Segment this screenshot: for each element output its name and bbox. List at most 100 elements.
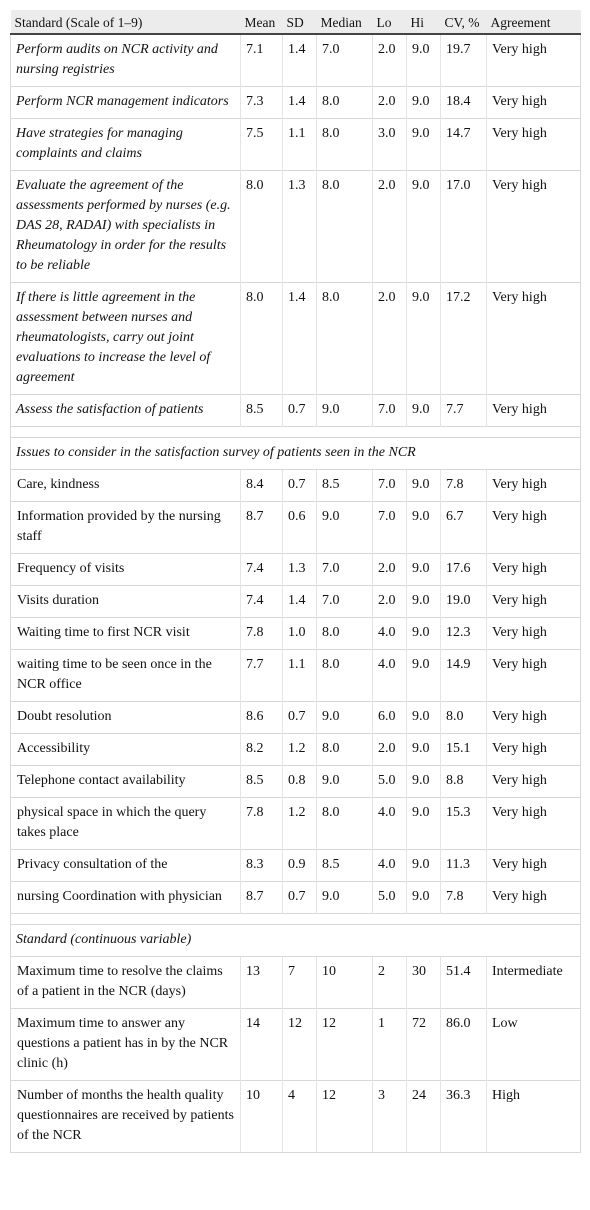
value-cell: 9.0	[406, 765, 441, 798]
value-cell: 9.0	[406, 881, 441, 914]
value-cell: 14.7	[440, 118, 487, 171]
column-header: SD	[282, 10, 317, 35]
value-cell: 8.0	[316, 282, 373, 395]
value-cell: 6.7	[440, 501, 487, 554]
value-cell: 1.4	[282, 86, 317, 119]
table-row: Assess the satisfaction of patients 8.5 0.…	[10, 394, 581, 427]
value-cell: 8.5	[316, 469, 373, 502]
value-cell: 8.0	[316, 118, 373, 171]
section-heading-row: Standard (continuous variable)	[10, 924, 581, 957]
value-cell: 7.3	[240, 86, 283, 119]
value-cell: 9.0	[406, 733, 441, 766]
value-cell: 12.3	[440, 617, 487, 650]
section-heading: Standard (continuous variable)	[10, 924, 581, 957]
value-cell: Very high	[486, 701, 581, 734]
value-cell: 8.8	[440, 765, 487, 798]
standard-cell: Care, kindness	[10, 469, 241, 502]
table-row: Evaluate the agreement of the assessment…	[10, 170, 581, 283]
value-cell: 36.3	[440, 1080, 487, 1153]
value-cell: 7.0	[316, 585, 373, 618]
value-cell: 4.0	[372, 797, 407, 850]
value-cell: 9.0	[406, 33, 441, 87]
standard-cell: Privacy consultation of the	[10, 849, 241, 882]
value-cell: 8.5	[240, 394, 283, 427]
value-cell: 7.0	[372, 469, 407, 502]
value-cell: 9.0	[406, 469, 441, 502]
value-cell: 8.5	[316, 849, 373, 882]
table-row: Maximum time to resolve the claims of a …	[10, 956, 581, 1009]
value-cell: 7.4	[240, 553, 283, 586]
value-cell: Very high	[486, 649, 581, 702]
table-row: Frequency of visits 7.4 1.3 7.0 2.0 9.0 17.6 Ve…	[10, 553, 581, 586]
table-row: Information provided by the nursing staf…	[10, 501, 581, 554]
value-cell: 30	[406, 956, 441, 1009]
value-cell: Very high	[486, 617, 581, 650]
value-cell: 1.2	[282, 733, 317, 766]
value-cell: 1.4	[282, 33, 317, 87]
value-cell: 1.4	[282, 585, 317, 618]
value-cell: 2	[372, 956, 407, 1009]
table-row: Privacy consultation of the 8.3 0.9 8.5 4.0 9…	[10, 849, 581, 882]
standard-cell: Information provided by the nursing staf…	[10, 501, 241, 554]
value-cell: 4	[282, 1080, 317, 1153]
column-header: Median	[316, 10, 373, 35]
value-cell: 8.5	[240, 765, 283, 798]
table-row: Have strategies for managing complaints …	[10, 118, 581, 171]
value-cell: 7.8	[240, 797, 283, 850]
value-cell: 7.0	[316, 33, 373, 87]
value-cell: 9.0	[406, 86, 441, 119]
value-cell: 9.0	[316, 501, 373, 554]
standard-cell: Have strategies for managing complaints …	[10, 118, 241, 171]
standard-cell: Perform NCR management indicators	[10, 86, 241, 119]
value-cell: Very high	[486, 765, 581, 798]
table-row: physical space in which the query takes …	[10, 797, 581, 850]
value-cell: 0.6	[282, 501, 317, 554]
value-cell: Low	[486, 1008, 581, 1081]
value-cell: 1.3	[282, 553, 317, 586]
value-cell: 0.7	[282, 394, 317, 427]
value-cell: 2.0	[372, 282, 407, 395]
value-cell: 15.1	[440, 733, 487, 766]
table-row: Number of months the health quality ques…	[10, 1080, 581, 1153]
value-cell: 10	[240, 1080, 283, 1153]
value-cell: 9.0	[316, 701, 373, 734]
value-cell: Very high	[486, 501, 581, 554]
value-cell: 0.7	[282, 469, 317, 502]
table-row: Perform NCR management indicators 7.3 1.4 8…	[10, 86, 581, 119]
value-cell: 4.0	[372, 649, 407, 702]
value-cell: 0.7	[282, 701, 317, 734]
value-cell: 17.6	[440, 553, 487, 586]
value-cell: 7.8	[440, 881, 487, 914]
column-header: Hi	[406, 10, 441, 35]
value-cell: 8.0	[316, 86, 373, 119]
value-cell: 9.0	[406, 617, 441, 650]
value-cell: 0.9	[282, 849, 317, 882]
value-cell: 4.0	[372, 849, 407, 882]
value-cell: 17.0	[440, 170, 487, 283]
standard-cell: If there is little agreement in the asse…	[10, 282, 241, 395]
standard-cell: Number of months the health quality ques…	[10, 1080, 241, 1153]
standards-table: Standard (Scale of 1–9) Mean SD Median Lo Hi C…	[10, 10, 581, 1153]
value-cell: 0.7	[282, 881, 317, 914]
value-cell: 7.5	[240, 118, 283, 171]
value-cell: 3.0	[372, 118, 407, 171]
value-cell: Very high	[486, 170, 581, 283]
value-cell: 9.0	[406, 701, 441, 734]
value-cell: 9.0	[406, 501, 441, 554]
value-cell: 72	[406, 1008, 441, 1081]
value-cell: 9.0	[406, 553, 441, 586]
value-cell: 12	[282, 1008, 317, 1081]
standard-cell: Telephone contact availability	[10, 765, 241, 798]
column-header: Standard (Scale of 1–9)	[10, 10, 241, 35]
standard-cell: Maximum time to resolve the claims of a …	[10, 956, 241, 1009]
value-cell: 2.0	[372, 33, 407, 87]
table-row: Waiting time to first NCR visit 7.8 1.0 8.0…	[10, 617, 581, 650]
table-row: Maximum time to answer any questions a p…	[10, 1008, 581, 1081]
section-heading-row: Issues to consider in the satisfaction s…	[10, 437, 581, 470]
value-cell: 8.4	[240, 469, 283, 502]
value-cell: 12	[316, 1080, 373, 1153]
table-body: Perform audits on NCR activity and nursi…	[10, 33, 581, 1153]
value-cell: Very high	[486, 118, 581, 171]
value-cell: 8.6	[240, 701, 283, 734]
value-cell: 8.0	[316, 617, 373, 650]
